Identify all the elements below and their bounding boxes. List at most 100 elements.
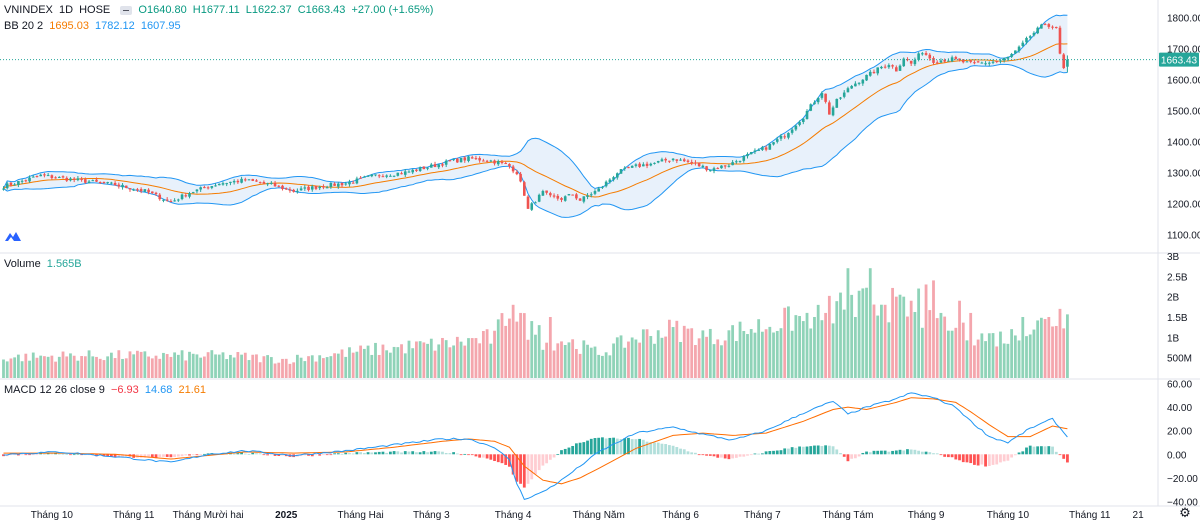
volume-bar <box>76 360 80 378</box>
bb-basis-line <box>3 43 1068 198</box>
bb-legend[interactable]: BB 20 2 1695.03 1782.12 1607.95 <box>4 20 184 32</box>
macd-hist-bar <box>522 454 526 488</box>
macd-hist-bar <box>359 452 363 455</box>
candle <box>374 174 377 176</box>
candle <box>976 61 980 63</box>
candle <box>764 147 768 150</box>
volume-bar <box>351 352 355 378</box>
candle <box>456 158 459 163</box>
volume-bar <box>768 326 772 378</box>
tradingview-logo-icon[interactable] <box>4 229 22 243</box>
candle <box>943 59 946 62</box>
volume-bar <box>463 345 467 378</box>
volume-bar <box>374 342 377 378</box>
macd-hist-bar <box>545 454 549 464</box>
volume-bar <box>362 348 366 378</box>
candle <box>39 174 42 177</box>
macd-hist-bar <box>935 453 939 455</box>
volume-legend[interactable]: Volume 1.565B <box>4 258 85 270</box>
price-tick-label: 1100.00 <box>1167 230 1200 241</box>
candle <box>530 203 534 210</box>
macd-hist-bar <box>329 454 333 456</box>
macd-hist-bar <box>615 438 619 455</box>
macd-tick-label: −20.00 <box>1167 474 1198 485</box>
candle <box>954 57 958 59</box>
macd-hist-bar <box>913 449 917 455</box>
candle <box>403 171 407 175</box>
macd-tick-label: 20.00 <box>1167 427 1192 438</box>
volume-bar <box>932 280 935 378</box>
macd-hist-bar <box>16 454 20 456</box>
volume-bar <box>537 325 541 378</box>
macd-hist-bar <box>426 452 429 455</box>
candle <box>883 66 887 68</box>
macd-hist-bar <box>1010 454 1014 458</box>
macd-hist-bar <box>883 450 887 455</box>
open-value: O1640.80 <box>138 4 187 16</box>
candle <box>720 165 723 169</box>
candle <box>214 185 217 187</box>
volume-bar <box>165 354 169 378</box>
macd-hist-bar <box>1043 446 1047 455</box>
candle <box>861 79 865 84</box>
volume-bar <box>954 327 958 378</box>
macd-signal-value: 21.61 <box>178 384 206 396</box>
low-value: L1622.37 <box>245 4 292 16</box>
macd-name: MACD 12 26 close 9 <box>4 384 105 396</box>
macd-legend[interactable]: MACD 12 26 close 9 −6.93 14.68 21.61 <box>4 384 209 396</box>
volume-bar <box>515 321 519 378</box>
macd-hist-bar <box>932 453 935 455</box>
macd-hist-bar <box>1017 452 1021 455</box>
candle <box>322 186 325 188</box>
macd-hist-bar <box>861 452 865 455</box>
candle <box>262 182 266 184</box>
candle <box>731 162 734 166</box>
volume-bars <box>2 268 1069 378</box>
minus-icon[interactable] <box>120 5 133 15</box>
time-tick-label: Tháng 10 <box>31 510 74 521</box>
macd-hist-bar <box>165 454 169 457</box>
interval-label[interactable]: 1D <box>58 4 74 16</box>
volume-bar <box>917 288 921 378</box>
symbol-label[interactable]: VNINDEX <box>4 4 53 16</box>
macd-hist-bar <box>1013 454 1017 456</box>
volume-bar <box>545 342 549 378</box>
volume-bar <box>567 342 571 378</box>
candle <box>552 195 556 197</box>
macd-hist-bar <box>976 454 980 466</box>
macd-hist-bar <box>794 447 798 455</box>
volume-bar <box>176 354 180 378</box>
candle <box>314 185 318 189</box>
volume-bar <box>705 336 708 378</box>
macd-hist-bar <box>240 452 243 455</box>
gear-icon[interactable]: ⚙ <box>1179 505 1191 520</box>
macd-hist-bar <box>322 454 325 456</box>
macd-tick-label: 0.00 <box>1167 450 1187 461</box>
candle <box>87 181 91 184</box>
volume-bar <box>65 356 69 378</box>
volume-bar <box>749 329 753 378</box>
volume-bar <box>128 351 132 378</box>
candle <box>686 160 690 162</box>
volume-bar <box>83 356 87 378</box>
volume-bar <box>310 355 314 378</box>
macd-hist-bar <box>303 454 307 456</box>
volume-bar <box>664 336 668 378</box>
volume-tick-label: 1B <box>1167 333 1180 344</box>
volume-bar <box>887 322 891 378</box>
candle <box>802 118 805 122</box>
volume-bar <box>627 341 630 378</box>
volume-bar <box>188 351 191 378</box>
candle <box>712 168 716 172</box>
candle <box>5 183 9 189</box>
macd-hist-bar <box>336 453 340 455</box>
macd-hist-bar <box>411 451 415 455</box>
candle <box>273 183 277 187</box>
candle <box>485 160 489 162</box>
volume-bar <box>50 355 54 378</box>
candle <box>575 194 578 199</box>
volume-bar <box>839 292 842 378</box>
volume-bar <box>1054 325 1058 378</box>
candle <box>612 177 615 180</box>
